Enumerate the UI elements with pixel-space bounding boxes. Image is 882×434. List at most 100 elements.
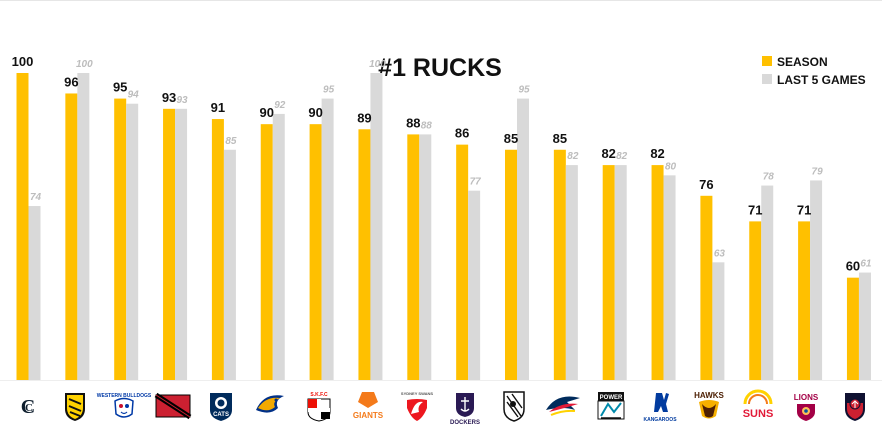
season-label-geelong-cats: 91 <box>211 100 225 115</box>
last5-bar-sydney-swans <box>419 134 432 380</box>
essendon-logo-icon <box>154 392 192 420</box>
last5-bar-western-bulldogs <box>126 103 139 380</box>
season-bar-west-coast-eagles <box>260 124 273 381</box>
last5-label-richmond: 100 <box>76 59 93 70</box>
last5-bar-hawthorn-hawks <box>712 262 725 380</box>
fremantle-logo-icon: DOCKERS <box>450 393 480 426</box>
last5-label-western-bulldogs: 94 <box>128 90 140 101</box>
last5-label-essendon: 93 <box>176 95 188 106</box>
gws-giants-logo-icon: GIANTS <box>353 392 384 420</box>
last5-bar-carlton <box>28 206 41 380</box>
west-coast-logo-icon <box>256 395 284 413</box>
legend-swatch-season <box>762 56 772 66</box>
last5-label-port-adelaide-power: 82 <box>616 151 628 162</box>
last5-label-fremantle-dockers: 77 <box>470 177 482 188</box>
geelong-logo-icon: CATS <box>210 393 232 421</box>
season-label-melbourne: 60 <box>846 259 860 274</box>
season-label-brisbane-lions: 71 <box>797 202 811 217</box>
season-label-west-coast-eagles: 90 <box>260 105 274 120</box>
last5-bar-st-kilda <box>321 98 334 380</box>
last5-label-adelaide: 82 <box>567 151 579 162</box>
season-bar-essendon <box>163 108 176 381</box>
last5-label-geelong-cats: 85 <box>225 136 237 147</box>
collingwood-logo-icon <box>503 391 525 422</box>
last5-label-collingwood: 95 <box>518 85 530 96</box>
svg-text:DOCKERS: DOCKERS <box>450 420 480 426</box>
port-adelaide-logo-icon: POWER <box>597 392 625 420</box>
st-kilda-logo-icon: S.K.F.C <box>307 392 331 422</box>
svg-text:S.K.F.C: S.K.F.C <box>310 392 328 398</box>
season-label-carlton: 100 <box>12 54 34 69</box>
season-label-port-adelaide-power: 82 <box>601 146 615 161</box>
svg-text:GIANTS: GIANTS <box>353 411 384 420</box>
last5-bar-gold-coast-suns <box>761 185 774 380</box>
season-label-gws-giants: 89 <box>357 110 371 125</box>
last5-bar-port-adelaide-power <box>614 165 627 380</box>
svg-text:CATS: CATS <box>213 412 229 418</box>
season-label-western-bulldogs: 95 <box>113 80 127 95</box>
last5-bar-adelaide <box>565 165 578 380</box>
last5-bar-fremantle-dockers <box>468 190 481 380</box>
last5-label-gold-coast-suns: 78 <box>763 172 775 183</box>
last5-bar-essendon <box>175 108 188 381</box>
brisbane-lions-logo-icon: LIONS <box>794 393 819 421</box>
last5-label-brisbane-lions: 79 <box>812 166 824 177</box>
svg-text:KANGAROOS: KANGAROOS <box>643 417 677 423</box>
svg-text:HAWKS: HAWKS <box>694 391 724 400</box>
western-bulldogs-logo-icon: WESTERN BULLDOGS <box>97 393 152 418</box>
season-label-gold-coast-suns: 71 <box>748 202 762 217</box>
richmond-logo-icon <box>65 393 85 421</box>
gold-coast-logo-icon: SUNS <box>743 389 774 420</box>
season-bar-melbourne <box>846 277 859 380</box>
svg-text:SUNS: SUNS <box>743 408 774 420</box>
season-bar-north-melbourne-kangaroos <box>651 165 664 380</box>
season-bar-gws-giants <box>358 129 371 380</box>
last5-bar-collingwood <box>517 98 529 380</box>
legend-label-season: SEASON <box>777 55 828 69</box>
season-label-hawthorn-hawks: 76 <box>699 177 713 192</box>
hawthorn-logo-icon: HAWKS <box>694 391 725 419</box>
svg-text:C: C <box>25 402 33 414</box>
last5-bar-brisbane-lions <box>810 180 823 380</box>
sydney-swans-logo-icon: SYDNEY SWANS <box>401 391 433 421</box>
season-bar-st-kilda <box>309 124 322 381</box>
season-bar-geelong-cats <box>211 119 224 381</box>
season-label-richmond: 96 <box>64 74 78 89</box>
carlton-logo-icon: C C <box>16 394 40 418</box>
season-label-sydney-swans: 88 <box>406 115 420 130</box>
season-bar-hawthorn-hawks <box>700 195 713 380</box>
north-melbourne-logo-icon: KANGAROOS <box>643 393 677 423</box>
last5-bar-geelong-cats <box>223 149 236 380</box>
last5-label-west-coast-eagles: 92 <box>274 100 286 111</box>
last5-label-hawthorn-hawks: 63 <box>714 248 726 259</box>
season-label-st-kilda: 90 <box>308 105 322 120</box>
season-bar-western-bulldogs <box>114 98 127 380</box>
last5-bar-gws-giants <box>370 73 383 380</box>
svg-text:LIONS: LIONS <box>794 393 819 402</box>
season-label-fremantle-dockers: 86 <box>455 126 469 141</box>
season-bar-richmond <box>65 93 78 380</box>
last5-bar-west-coast-eagles <box>272 113 285 380</box>
legend-label-last5: LAST 5 GAMES <box>777 73 866 87</box>
last5-bar-melbourne <box>858 272 871 380</box>
bars-group <box>16 73 871 381</box>
svg-text:POWER: POWER <box>600 395 623 401</box>
last5-bar-north-melbourne-kangaroos <box>663 175 676 380</box>
season-bar-carlton <box>16 73 29 380</box>
season-bar-adelaide <box>553 149 566 380</box>
last5-label-melbourne: 61 <box>860 259 872 270</box>
legend-swatch-last5 <box>762 74 772 84</box>
legend: SEASON LAST 5 GAMES <box>762 55 866 87</box>
season-label-essendon: 93 <box>162 90 176 105</box>
team-logos-row: C C WESTERN BULLDOGS CAT <box>16 389 865 426</box>
season-bar-fremantle-dockers <box>456 144 469 380</box>
season-bar-brisbane-lions <box>798 221 811 380</box>
season-label-collingwood: 85 <box>504 131 518 146</box>
season-bar-sydney-swans <box>407 134 420 380</box>
melbourne-logo-icon <box>845 393 865 421</box>
last5-label-carlton: 74 <box>30 192 42 203</box>
last5-label-gws-giants: 100 <box>369 59 386 70</box>
last5-label-sydney-swans: 88 <box>421 120 433 131</box>
svg-text:C: C <box>21 396 35 418</box>
